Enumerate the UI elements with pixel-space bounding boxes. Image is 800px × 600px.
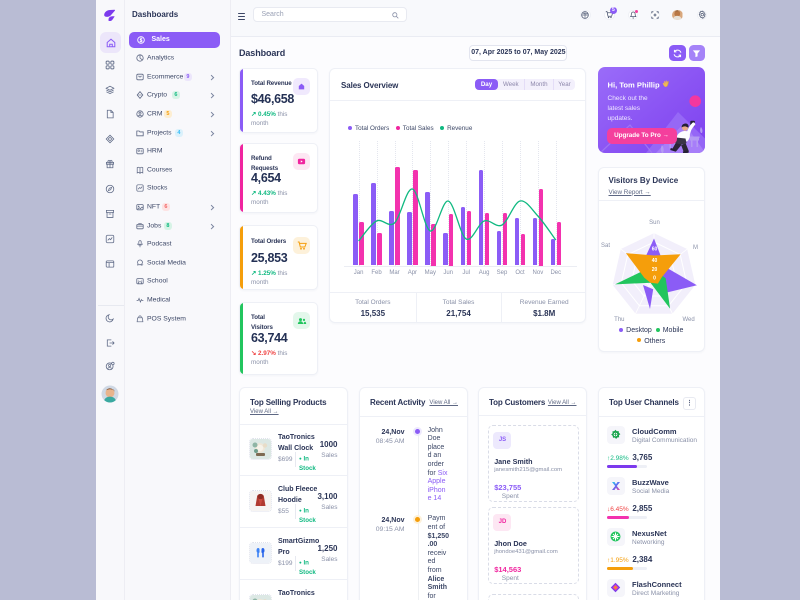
- svg-text:60: 60: [651, 246, 657, 252]
- svg-text:20: 20: [651, 267, 657, 273]
- svg-text:Thu: Thu: [614, 317, 624, 323]
- svg-text:Sat: Sat: [600, 243, 609, 249]
- svg-text:M: M: [693, 245, 698, 251]
- svg-text:Sun: Sun: [649, 220, 660, 226]
- svg-text:40: 40: [651, 258, 657, 264]
- svg-text:Wed: Wed: [682, 317, 694, 323]
- svg-text:0: 0: [653, 275, 656, 281]
